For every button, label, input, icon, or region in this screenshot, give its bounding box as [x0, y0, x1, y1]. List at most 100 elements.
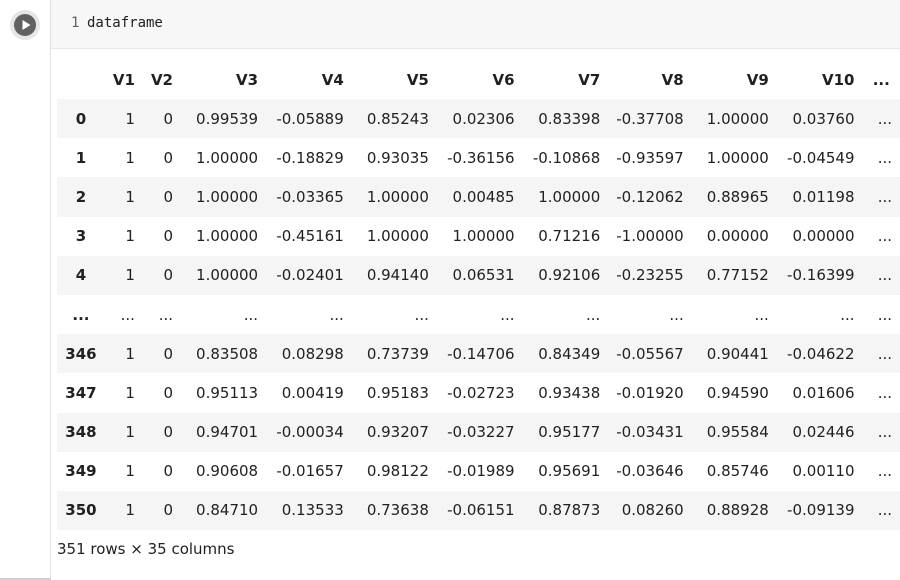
table-row: 2 1 0 1.00000 -0.03365 1.00000 0.00485 1.00000-…: [57, 177, 900, 217]
table-cell: ...: [585, 305, 601, 324]
column-header: V4: [321, 70, 344, 89]
table-row: 0 1 0 0.99539 -0.05889 0.85243 0.02306 0.83398-…: [57, 99, 900, 139]
table-cell: 0.92106: [538, 266, 601, 285]
table-cell: -0.02723: [447, 383, 515, 402]
table-body: 0 1 0 0.99539 -0.05889 0.85243 0.02306 0.83398-…: [57, 99, 900, 531]
table-cell: -0.03365: [276, 187, 344, 206]
table-cell: -1.00000: [616, 227, 684, 246]
header-row: V1 V2 V3 V4 V5 V6 V7 V8 V9 V10...: [57, 60, 900, 99]
table-cell: 1: [125, 187, 135, 206]
table-cell: 0.85243: [366, 109, 429, 128]
table-row: 4 1 0 1.00000 -0.02401 0.94140 0.06531 0.92106-…: [57, 255, 900, 295]
cell-output: V1 V2 V3 V4 V5 V6 V7 V8 V9 V10... 0 1 0 0.99539 -0.05…: [57, 60, 900, 531]
table-cell: 1.00000: [196, 266, 259, 285]
table-cell: ...: [158, 305, 173, 324]
column-header: V2: [150, 70, 173, 89]
table-cell: 0.08298: [281, 344, 344, 363]
row-index: 348: [65, 423, 97, 442]
table-cell: 1.00000: [196, 148, 259, 167]
table-cell: 1.00000: [366, 227, 429, 246]
row-index: 3: [75, 227, 87, 246]
row-index: 347: [65, 383, 97, 402]
table-cell: 0.13533: [281, 501, 344, 520]
table-cell: 0.83508: [196, 344, 259, 363]
column-header: V9: [746, 70, 769, 89]
table-cell: -0.14706: [447, 344, 515, 363]
table-cell: ...: [877, 148, 892, 167]
table-cell: 0.06531: [452, 266, 515, 285]
column-header: ...: [872, 70, 890, 89]
table-cell: 0.87873: [538, 501, 601, 520]
column-header: V5: [406, 70, 429, 89]
table-cell: 0: [163, 148, 173, 167]
table-row: 348 1 0 0.94701 -0.00034 0.93207 -0.03227 0.951…: [57, 412, 900, 452]
dataframe-table: V1 V2 V3 V4 V5 V6 V7 V8 V9 V10... 0 1 0 0.99539 -0.05…: [57, 60, 900, 531]
code-editor[interactable]: 1 dataframe: [51, 0, 900, 49]
table-cell: 0.94140: [366, 266, 429, 285]
table-cell: 0.02306: [452, 109, 515, 128]
table-cell: 0: [163, 187, 173, 206]
table-cell: -0.03227: [447, 423, 515, 442]
table-cell: 0.00485: [452, 187, 515, 206]
table-cell: 0: [163, 266, 173, 285]
cell-gutter: [0, 0, 51, 580]
play-icon: [14, 14, 36, 36]
table-cell: 1: [125, 501, 135, 520]
table-cell: -0.06151: [447, 501, 515, 520]
table-cell: 1: [125, 383, 135, 402]
table-cell: 0.85746: [706, 462, 769, 481]
table-cell: 1.00000: [706, 148, 769, 167]
table-cell: 0.00000: [706, 227, 769, 246]
dataframe-shape-summary: 351 rows × 35 columns: [57, 540, 235, 558]
column-header: V3: [236, 70, 259, 89]
table-cell: 0.73739: [366, 344, 429, 363]
table-row: 3 1 0 1.00000 -0.45161 1.00000 1.00000 0.71216-…: [57, 216, 900, 256]
table-cell: 0.84349: [538, 344, 601, 363]
run-cell-button[interactable]: [10, 10, 40, 40]
table-cell: 0.01606: [792, 383, 855, 402]
column-header: V7: [578, 70, 601, 89]
table-cell: -0.23255: [616, 266, 684, 285]
table-cell: 1.00000: [196, 187, 259, 206]
table-cell: -0.93597: [616, 148, 684, 167]
table-cell: -0.01989: [447, 462, 515, 481]
table-cell: 0.93438: [538, 383, 601, 402]
column-header: V1: [112, 70, 135, 89]
table-row: 347 1 0 0.95113 0.00419 0.95183 -0.02723 0.9343…: [57, 373, 900, 413]
table-cell: 1.00000: [366, 187, 429, 206]
table-cell: ...: [877, 305, 892, 324]
row-index: 2: [75, 187, 87, 206]
table-cell: ...: [500, 305, 515, 324]
column-header: V8: [661, 70, 684, 89]
table-row: 349 1 0 0.90608 -0.01657 0.98122 -0.01989 0.956…: [57, 451, 900, 491]
table-cell: -0.01657: [276, 462, 344, 481]
table-cell: 0.01198: [792, 187, 855, 206]
table-cell: ...: [877, 462, 892, 481]
row-index: 1: [75, 148, 87, 167]
table-cell: 1: [125, 148, 135, 167]
table-cell: ...: [840, 305, 855, 324]
table-row: ....................................: [57, 294, 900, 335]
table-cell: 0.71216: [538, 227, 601, 246]
table-cell: 0.94701: [196, 423, 259, 442]
table-cell: -0.05567: [616, 344, 684, 363]
table-cell: 0: [163, 227, 173, 246]
table-cell: 0.88965: [706, 187, 769, 206]
row-index: 346: [65, 344, 97, 363]
row-index: 0: [75, 109, 87, 128]
table-cell: -0.05889: [276, 109, 344, 128]
table-cell: 0.95584: [706, 423, 769, 442]
table-cell: -0.00034: [276, 423, 344, 442]
table-cell: 1.00000: [706, 109, 769, 128]
line-number: 1: [71, 15, 80, 31]
table-cell: ...: [877, 501, 892, 520]
table-cell: 0.95177: [538, 423, 601, 442]
table-cell: 0.73638: [366, 501, 429, 520]
table-cell: 1: [125, 344, 135, 363]
table-cell: -0.10868: [532, 148, 601, 167]
table-cell: ...: [414, 305, 429, 324]
row-index: 350: [65, 501, 97, 520]
table-cell: 0.84710: [196, 501, 259, 520]
table-cell: -0.18829: [276, 148, 344, 167]
table-cell: 0: [163, 501, 173, 520]
